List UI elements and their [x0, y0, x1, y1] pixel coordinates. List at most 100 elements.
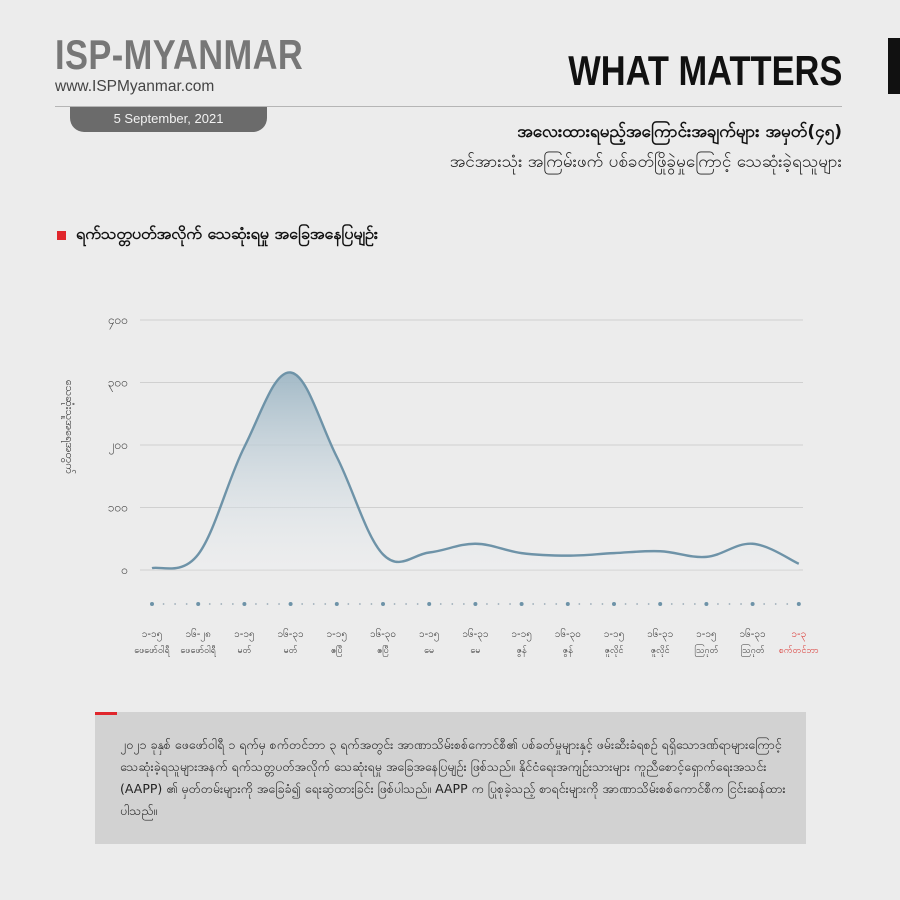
axis-dot [717, 603, 719, 605]
category-marker [196, 602, 201, 606]
category-marker [381, 602, 385, 606]
axis-dot [462, 603, 465, 605]
series-line [151, 371, 800, 570]
category-marker [658, 602, 663, 606]
x-tick-label-month: မေ [470, 646, 480, 656]
x-tick-label-month: ဖေဖော်ဝါရီ [134, 645, 170, 657]
category-marker [473, 602, 478, 606]
page-subtitle: အင်အားသုံး အကြမ်းဖက် ပစ်ခတ်ဖြိုခွဲမှုကြေ… [449, 152, 842, 172]
axis-dot [636, 603, 638, 605]
date-badge: 5 September, 2021 [70, 107, 267, 132]
y-tick-label: ၀ [121, 563, 128, 577]
x-tick-label-month: ဇူလိုင် [605, 645, 624, 657]
x-tick-label-range: ၁-၁၅ [327, 629, 347, 642]
note-accent-bar [95, 712, 117, 715]
axis-dot [162, 603, 165, 605]
x-tick-label-range: ၁-၁၅ [234, 629, 254, 642]
axis-dot [185, 603, 188, 605]
axis-dot [786, 603, 789, 605]
x-tick-label-month: မေ [424, 646, 434, 656]
axis-dot [590, 603, 592, 605]
x-tick-label-range: ၁၆-၃၀ [370, 627, 396, 642]
section-title: ရက်သတ္တပတ်အလိုက် သေဆုံးရမှု အခြေအနေပြမျဉ… [76, 224, 378, 243]
page-title: အလေးထားရမည့်အကြောင်းအချက်များ အမှတ်(၄၅) [517, 122, 842, 142]
axis-dot [312, 603, 315, 605]
y-tick-label: ၄၀၀ [108, 313, 128, 330]
x-tick-label-range: ၁-၁၅ [604, 629, 624, 642]
axis-dot [278, 603, 280, 605]
category-marker [288, 602, 293, 606]
x-tick-label-range: ၁၆-၂၈ [185, 627, 210, 642]
axis-dot [347, 603, 350, 605]
x-tick-label-range: ၁၆-၃၀ [555, 627, 581, 642]
category-marker [242, 602, 247, 606]
axis-dot [359, 603, 361, 605]
x-tick-label-range: ၁-၃ [791, 629, 806, 642]
category-marker [334, 602, 339, 606]
x-tick-label-range: ၁-၁၅ [419, 629, 439, 642]
x-tick-label-range: ၁၆-၃၁ [647, 627, 673, 642]
axis-dot [255, 603, 257, 605]
y-axis-label: သေဆုံးသူအရေအတွက် [61, 380, 76, 474]
axis-dot [601, 603, 604, 605]
axis-dot [543, 603, 546, 605]
x-tick-label-month: ဇူလိုင် [651, 645, 670, 657]
axis-dot [174, 603, 177, 605]
x-tick-label-month: ဇွန် [517, 645, 528, 657]
x-tick-label-month: ဩဂုတ် [694, 644, 719, 657]
axis-dot [231, 603, 234, 605]
section-heading: ရက်သတ္တပတ်အလိုက် သေဆုံးရမှု အခြေအနေပြမျဉ… [57, 223, 378, 247]
area-fill [152, 372, 799, 570]
axis-dot [220, 603, 223, 605]
axis-dot [555, 603, 558, 605]
y-tick-label: ၂၀၀ [109, 438, 128, 455]
axis-dot [451, 603, 454, 605]
category-marker [427, 602, 432, 606]
axis-dot [624, 603, 627, 605]
category-marker [565, 602, 570, 606]
category-marker [150, 602, 154, 606]
x-tick-label-month: စက်တင်ဘာ [779, 645, 819, 656]
y-tick-label: ၁၀၀ [108, 501, 128, 515]
note-text: ၂၀၂၁ ခုနှစ် ဖေဖော်ဝါရီ ၁ ရက်မှ စက်တင်ဘာ … [120, 737, 786, 818]
brand-logo: ISP-MYANMAR [55, 31, 304, 78]
axis-dot [439, 603, 442, 605]
axis-dot [532, 603, 535, 605]
axis-dot [497, 603, 500, 605]
axis-dot [578, 603, 581, 605]
axis-dot [647, 603, 650, 605]
bullet-square-icon [57, 230, 66, 240]
axis-dot [266, 603, 269, 605]
category-marker [612, 602, 616, 606]
x-tick-label-range: ၁-၁၅ [142, 629, 162, 642]
axis-dot [670, 603, 673, 605]
x-tick-label-month: ဧပြီ [331, 645, 343, 657]
category-marker [519, 602, 524, 606]
axis-dot [208, 603, 211, 605]
x-tick-label-range: ၁-၁၅ [511, 629, 531, 642]
axis-dot [693, 603, 696, 605]
y-tick-label: ၃၀၀ [108, 376, 128, 393]
corner-accent-bar [888, 38, 900, 94]
x-tick-label-month: ဇွန် [563, 645, 574, 657]
axis-dot [774, 603, 777, 605]
axis-dot [509, 603, 511, 605]
brand-block: ISP-MYANMAR www.ISPMyanmar.com [55, 32, 358, 96]
x-tick-label-range: ၁၆-၃၁ [278, 627, 304, 642]
category-marker [704, 602, 709, 606]
x-tick-label-range: ၁-၁၅ [696, 629, 716, 642]
category-marker [750, 602, 755, 606]
axis-dot [728, 603, 731, 605]
header-divider [55, 106, 842, 107]
x-tick-label-range: ၁၆-၃၁ [740, 627, 766, 642]
note-panel [95, 712, 806, 844]
axis-dot [393, 603, 396, 605]
axis-dot [486, 603, 488, 605]
axis-dot [682, 603, 685, 605]
series-title: WHAT MATTERS [567, 47, 842, 94]
category-marker [796, 602, 801, 606]
line-area-chart: ၀ ၁၀၀ ၂၀၀ ၃၀၀ ၄၀၀သေဆုံးသူအရေအတွက်၁-၁၅ဖေဖော်ဝ… [61, 313, 819, 657]
brand-url: www.ISPMyanmar.com [55, 78, 215, 95]
x-tick-label-month: ဧပြီ [377, 645, 389, 657]
axis-dot [301, 603, 304, 605]
